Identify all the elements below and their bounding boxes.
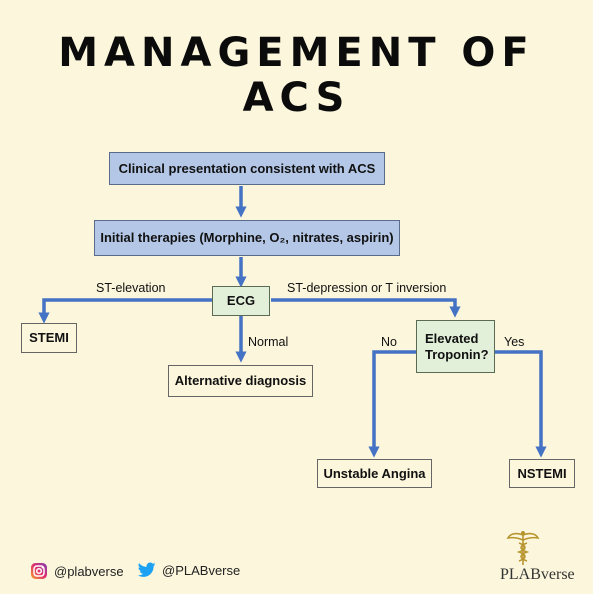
arrow-troponin-to-nstemi (495, 350, 547, 458)
title-line-1: MANAGEMENT OF (58, 30, 535, 76)
normal-label: Normal (248, 335, 289, 349)
arrow-ecg-to-troponin (271, 298, 461, 318)
troponin-line-2: Troponin? (425, 346, 489, 362)
nstemi-box: NSTEMI (509, 459, 575, 488)
instagram-handle-text: @plabverse (54, 563, 124, 579)
instagram-handle[interactable]: @plabverse (30, 562, 124, 580)
arrow-ecg-to-stemi (38, 298, 212, 324)
instagram-icon (31, 563, 47, 579)
alternative-diagnosis-box: Alternative diagnosis (168, 365, 313, 397)
twitter-handle-text: @PLABverse (162, 562, 241, 578)
troponin-line-1: Elevated (425, 330, 479, 346)
stemi-box: STEMI (21, 323, 77, 353)
yes-label: Yes (504, 335, 525, 349)
title-line-2: ACS (242, 75, 351, 121)
ecg-box: ECG (212, 286, 270, 316)
initial-therapies-box: Initial therapies (Morphine, O₂, nitrate… (94, 220, 400, 256)
unstable-angina-box: Unstable Angina (317, 459, 432, 488)
twitter-handle[interactable]: @PLABverse (138, 562, 240, 578)
clinical-presentation-box: Clinical presentation consistent with AC… (109, 152, 385, 185)
elevated-troponin-box: Elevated Troponin? (416, 320, 495, 373)
twitter-icon (138, 562, 156, 577)
no-label: No (381, 335, 397, 349)
st-depression-label: ST-depression or T inversion (287, 281, 447, 295)
arrow-troponin-to-unstable (368, 350, 416, 458)
brand-name: PLABverse (500, 566, 575, 583)
st-elevation-label: ST-elevation (96, 281, 166, 295)
caduceus-icon (506, 531, 540, 565)
